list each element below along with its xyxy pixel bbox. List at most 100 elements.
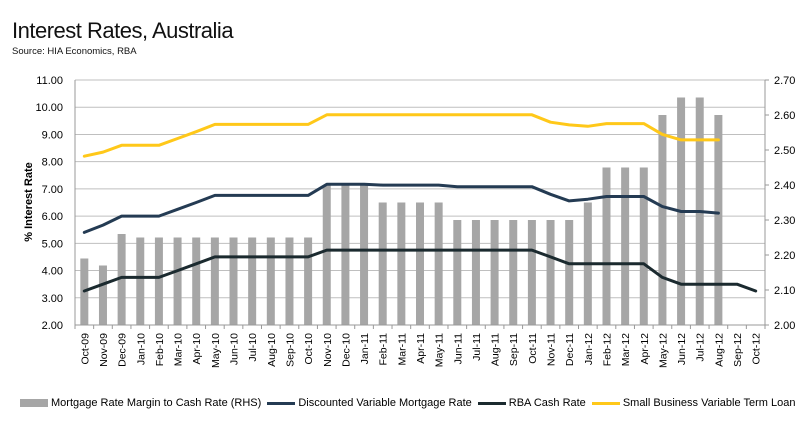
y2-tick-label: 2.20 [774, 250, 795, 262]
bar [546, 220, 555, 325]
axes [74, 80, 766, 329]
legend-item-discounted-variable: Discounted Variable Mortgage Rate [267, 397, 472, 409]
x-tick-label: Jun-10 [229, 333, 241, 365]
chart-source: Source: HIA Economics, RBA [12, 46, 137, 57]
x-tick-label: Apr-11 [415, 333, 427, 364]
x-tick-label: Feb-11 [378, 333, 390, 366]
bar [266, 237, 275, 325]
y2-tick-label: 2.60 [774, 110, 795, 122]
legend-item-margin: Mortgage Rate Margin to Cash Rate (RHS) [20, 397, 261, 409]
bar [285, 237, 294, 325]
bar [117, 234, 126, 325]
legend-item-rba-cash: RBA Cash Rate [477, 397, 586, 409]
x-tick-label: Aug-10 [266, 333, 278, 367]
legend: Mortgage Rate Margin to Cash Rate (RHS) … [20, 397, 800, 409]
x-tick-label: Nov-11 [546, 333, 558, 366]
legend-label: Small Business Variable Term Loan [622, 397, 796, 409]
bar [471, 220, 480, 325]
x-axis-ticks: Oct-09 Nov-09 Dec-09 Jan-10 Feb-10 Mar-10 Apr-… [79, 333, 762, 368]
y-tick-label: 4.00 [42, 266, 63, 278]
bar [136, 237, 145, 325]
y-axis-ticks: 2.00 3.00 4.00 5.00 6.00 7.00 8.00 9.00 10.00 11.… [35, 75, 63, 332]
legend-label: RBA Cash Rate [508, 397, 586, 409]
bar [639, 167, 648, 325]
y-tick-label: 3.00 [42, 293, 63, 305]
y2-tick-label: 2.70 [774, 75, 795, 87]
x-tick-label: Jan-12 [583, 333, 595, 365]
bar [714, 115, 723, 325]
y-tick-label: 10.00 [35, 102, 63, 114]
x-tick-label: Dec-11 [564, 333, 576, 366]
bar [453, 220, 462, 325]
x-tick-label: Nov-10 [322, 333, 334, 367]
x-tick-label: Mar-11 [396, 333, 408, 366]
y-axis-label: % Interest Rate [23, 162, 35, 241]
y-tick-label: 11.00 [36, 75, 63, 87]
x-tick-label: Oct-11 [527, 333, 539, 364]
bar [173, 237, 182, 325]
x-tick-label: Feb-12 [601, 333, 613, 366]
x-tick-label: Sep-12 [732, 333, 744, 367]
bar [416, 202, 424, 325]
bar [658, 115, 667, 325]
x-tick-label: Feb-10 [154, 333, 166, 366]
x-tick-label: Dec-09 [117, 333, 129, 367]
bar [210, 237, 219, 325]
bar [154, 237, 163, 325]
y-tick-label: 8.00 [42, 157, 63, 169]
y-tick-label: 2.00 [42, 320, 63, 332]
bar [490, 220, 499, 325]
gridlines [75, 79, 765, 299]
x-tick-label: May-10 [210, 333, 222, 368]
y-tick-label: 5.00 [42, 238, 63, 250]
x-tick-label: Oct-09 [79, 333, 91, 365]
chart-title: Interest Rates, Australia [12, 18, 234, 43]
x-tick-label: Nov-09 [98, 333, 110, 367]
y-tick-label: 9.00 [42, 129, 63, 141]
legend-swatch-line [267, 401, 296, 405]
y2-axis-ticks: 2.00 2.10 2.20 2.30 2.40 2.50 2.60 2.70 [765, 75, 795, 332]
x-tick-label: Sep-10 [284, 333, 296, 367]
legend-label: Mortgage Rate Margin to Cash Rate (RHS) [51, 397, 262, 409]
y-tick-label: 7.00 [42, 184, 63, 196]
bar [527, 220, 536, 325]
line-small-business [82, 113, 720, 158]
bar [378, 202, 387, 325]
bar [397, 202, 406, 325]
x-tick-label: May-11 [434, 333, 446, 367]
x-tick-label: Jan-10 [135, 333, 147, 365]
bar [360, 185, 369, 325]
bar [98, 265, 107, 325]
y2-tick-label: 2.00 [774, 320, 795, 332]
bar [304, 237, 313, 325]
bar [565, 220, 574, 325]
y-tick-label: 6.00 [42, 211, 63, 223]
x-tick-label: Sep-11 [508, 333, 520, 366]
bar [621, 167, 630, 325]
x-tick-label: Jul-12 [695, 333, 707, 362]
bar [322, 185, 331, 325]
x-tick-label: Dec-10 [340, 333, 352, 367]
x-tick-label: Jul-11 [471, 333, 483, 361]
line-series [82, 113, 758, 293]
y2-tick-label: 2.50 [774, 145, 795, 157]
x-tick-label: Apr-12 [639, 333, 651, 365]
x-tick-label: Apr-10 [191, 333, 203, 365]
legend-swatch-line [477, 401, 506, 405]
x-tick-label: Jul-10 [247, 333, 259, 362]
x-tick-label: Jan-11 [359, 333, 371, 364]
y2-tick-label: 2.10 [774, 285, 795, 297]
legend-swatch-bar [20, 399, 48, 407]
x-tick-label: Oct-10 [303, 333, 315, 365]
y2-tick-label: 2.30 [774, 215, 795, 227]
x-tick-label: Oct-12 [751, 333, 763, 365]
x-tick-label: Jun-11 [452, 333, 464, 364]
bar [192, 237, 201, 325]
bar [341, 185, 350, 325]
bar-series [80, 97, 723, 325]
legend-item-small-business: Small Business Variable Term Loan [591, 397, 796, 409]
bar [229, 237, 238, 325]
bar [602, 167, 611, 325]
legend-swatch-line [591, 401, 620, 405]
